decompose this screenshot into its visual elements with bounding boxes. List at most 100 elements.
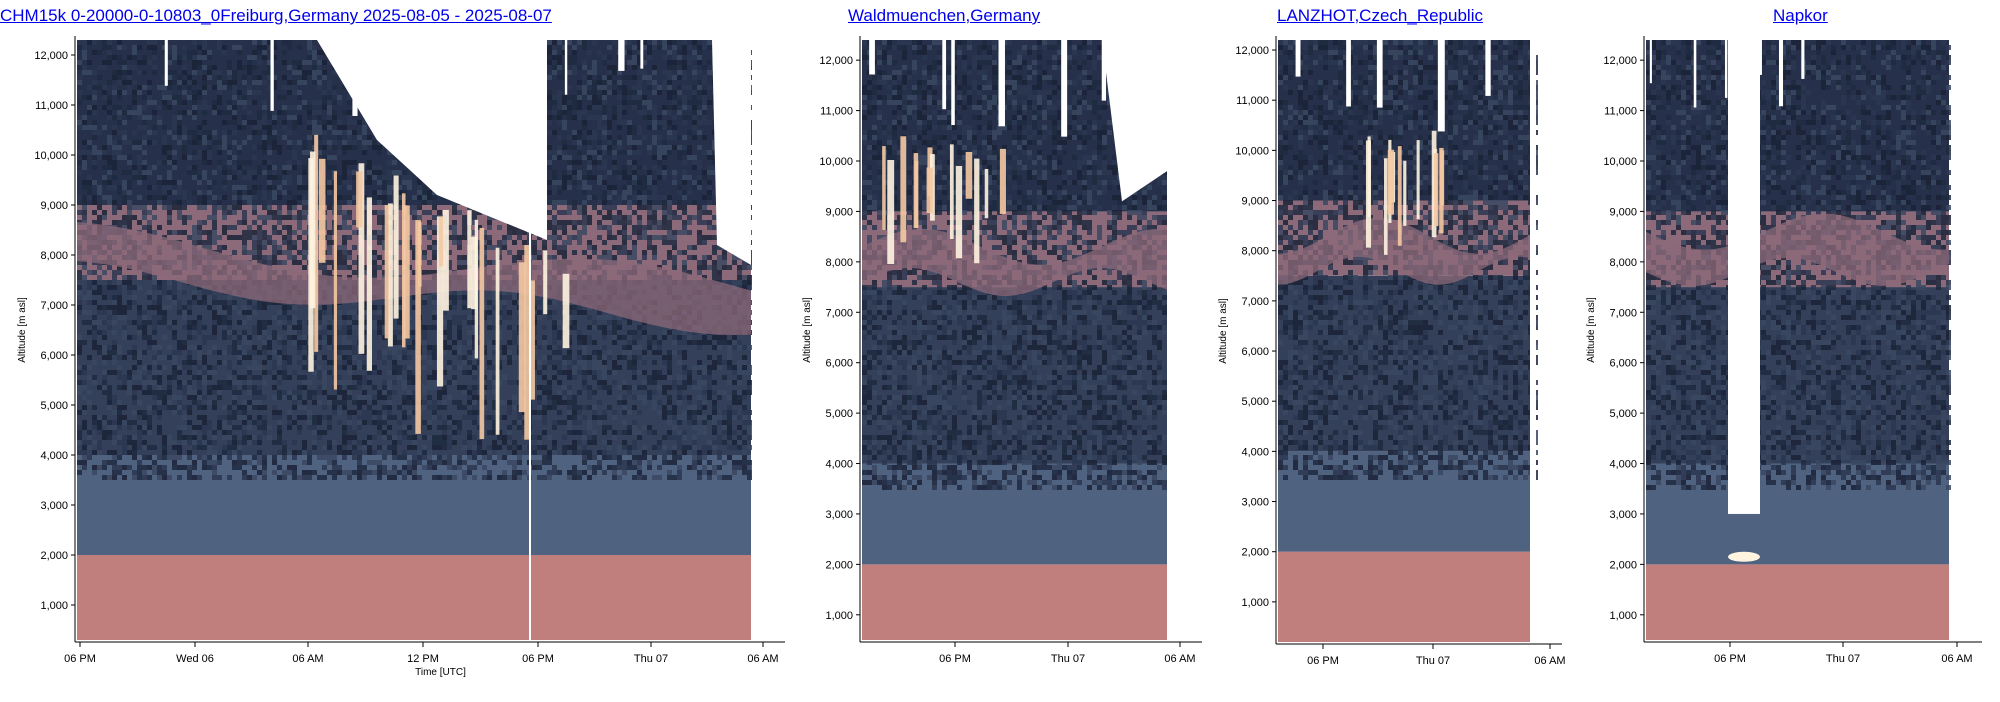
noise-cell — [342, 400, 347, 405]
noise-cell — [452, 205, 457, 210]
noise-cell — [192, 40, 197, 45]
noise-cell — [142, 125, 147, 130]
noise-cell — [467, 450, 472, 455]
noise-cell — [582, 340, 587, 345]
noise-cell — [567, 385, 572, 390]
noise-cell — [202, 75, 207, 80]
noise-cell — [197, 285, 202, 290]
noise-cell — [387, 160, 392, 165]
noise-cell — [422, 465, 427, 470]
noise-cell — [402, 450, 407, 455]
noise-cell — [567, 370, 572, 375]
noise-cell — [282, 350, 287, 355]
noise-cell — [272, 120, 277, 125]
noise-cell — [107, 50, 112, 55]
noise-cell — [137, 140, 142, 145]
noise-cell — [217, 80, 222, 85]
noise-cell — [92, 105, 97, 110]
noise-cell — [487, 345, 492, 350]
noise-cell — [572, 145, 577, 150]
chart-title-link[interactable]: CHM15k 0-20000-0-10803_0Freiburg,Germany… — [0, 6, 552, 25]
noise-cell — [372, 265, 377, 270]
noise-cell — [267, 115, 272, 120]
noise-cell — [202, 90, 207, 95]
noise-cell — [342, 430, 347, 435]
noise-cell — [547, 160, 552, 165]
noise-cell — [92, 80, 97, 85]
noise-cell — [107, 460, 112, 465]
noise-cell — [172, 370, 177, 375]
noise-cell — [567, 60, 572, 65]
noise-cell — [82, 450, 87, 455]
noise-cell — [147, 430, 152, 435]
noise-cell — [537, 440, 542, 445]
noise-cell — [567, 40, 572, 45]
noise-cell — [222, 185, 227, 190]
noise-cell — [257, 145, 262, 150]
noise-cell — [562, 200, 567, 205]
noise-cell — [302, 210, 307, 215]
noise-cell — [247, 380, 252, 385]
noise-cell — [192, 465, 197, 470]
noise-cell — [342, 265, 347, 270]
noise-cell — [447, 445, 452, 450]
noise-cell — [457, 240, 462, 245]
noise-cell — [432, 225, 437, 230]
noise-cell — [92, 180, 97, 185]
noise-cell — [557, 390, 562, 395]
noise-cell — [122, 220, 127, 225]
noise-cell — [452, 300, 457, 305]
noise-cell — [347, 380, 352, 385]
noise-cell — [372, 235, 377, 240]
noise-cell — [132, 345, 137, 350]
noise-cell — [157, 120, 162, 125]
noise-cell — [82, 440, 87, 445]
noise-cell — [422, 435, 427, 440]
noise-cell — [172, 445, 177, 450]
noise-cell — [337, 310, 342, 315]
noise-cell — [137, 465, 142, 470]
noise-cell — [307, 420, 312, 425]
noise-cell — [307, 450, 312, 455]
noise-cell — [122, 380, 127, 385]
noise-cell — [342, 245, 347, 250]
noise-cell — [427, 325, 432, 330]
noise-cell — [422, 390, 427, 395]
noise-cell — [312, 470, 317, 475]
noise-cell — [292, 325, 297, 330]
noise-cell — [347, 145, 352, 150]
noise-cell — [402, 395, 407, 400]
noise-cell — [177, 380, 182, 385]
noise-cell — [172, 150, 177, 155]
noise-cell — [147, 455, 152, 460]
noise-cell — [422, 400, 427, 405]
noise-cell — [207, 55, 212, 60]
noise-cell — [242, 75, 247, 80]
noise-cell — [582, 450, 587, 455]
noise-cell — [487, 220, 492, 225]
noise-cell — [562, 400, 567, 405]
noise-cell — [287, 255, 292, 260]
noise-cell — [177, 75, 182, 80]
noise-cell — [597, 145, 602, 150]
noise-cell — [582, 200, 587, 205]
noise-cell — [97, 85, 102, 90]
noise-cell — [572, 175, 577, 180]
noise-cell — [212, 470, 217, 475]
noise-cell — [332, 130, 337, 135]
noise-cell — [247, 300, 252, 305]
noise-cell — [347, 210, 352, 215]
noise-cell — [77, 350, 82, 355]
noise-cell — [562, 140, 567, 145]
noise-cell — [352, 230, 357, 235]
noise-cell — [432, 405, 437, 410]
noise-cell — [502, 315, 507, 320]
noise-cell — [292, 400, 297, 405]
noise-cell — [412, 410, 417, 415]
noise-cell — [237, 200, 242, 205]
noise-cell — [137, 425, 142, 430]
noise-cell — [342, 330, 347, 335]
noise-cell — [247, 195, 252, 200]
noise-cell — [272, 260, 277, 265]
noise-cell — [77, 380, 82, 385]
